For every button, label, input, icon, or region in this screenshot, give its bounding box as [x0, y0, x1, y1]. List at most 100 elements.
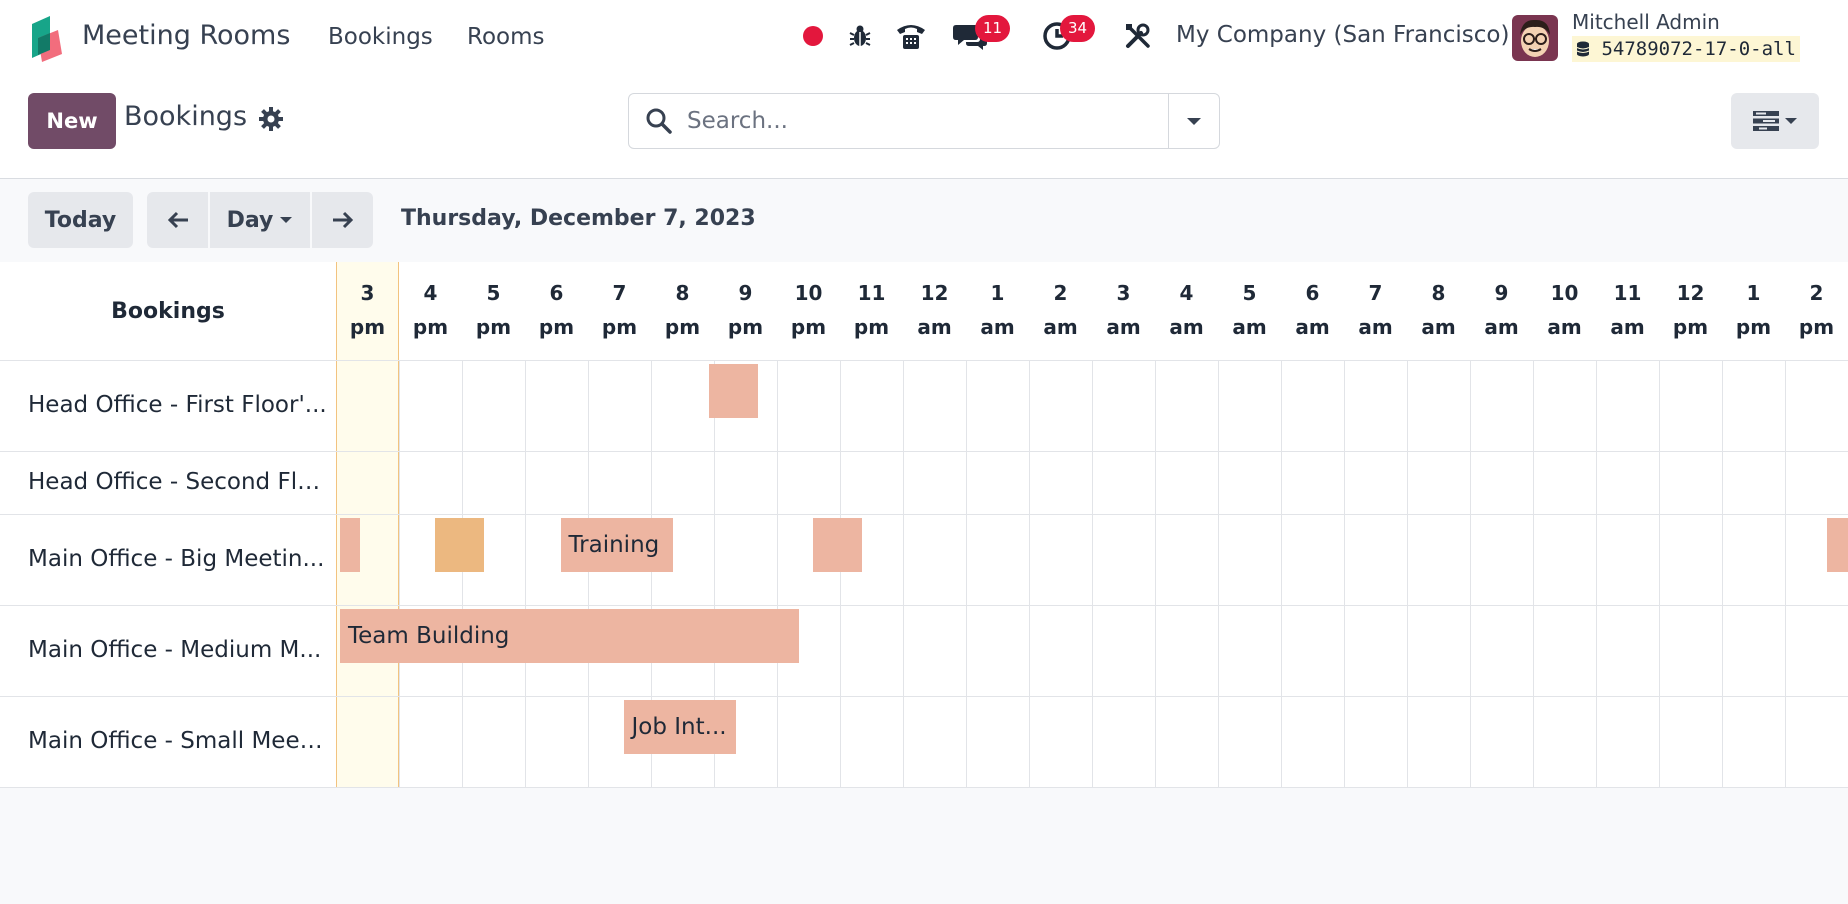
caret-down-icon: [280, 217, 293, 223]
grid-line: [903, 360, 904, 787]
column-hour: 7: [1368, 281, 1383, 305]
avatar[interactable]: [1512, 15, 1558, 61]
column-header: 5 am: [1218, 262, 1281, 344]
grid-line: [399, 360, 400, 787]
column-header: 1 am: [966, 262, 1029, 344]
row-label: Main Office - Medium M...: [28, 636, 322, 663]
search-options-toggle[interactable]: [1168, 94, 1219, 148]
column-period: am: [980, 315, 1015, 339]
tools-icon[interactable]: [1120, 18, 1156, 54]
new-button[interactable]: New: [28, 93, 116, 149]
column-period: am: [1547, 315, 1582, 339]
view-switcher-button[interactable]: [1731, 93, 1819, 149]
app-logo-icon[interactable]: [28, 16, 64, 62]
previous-button[interactable]: [147, 192, 208, 248]
row-label: Head Office - Second Flo...: [28, 468, 328, 495]
column-period: pm: [664, 315, 701, 339]
booking-pill[interactable]: Team Building: [340, 609, 800, 663]
grid-line: [1659, 360, 1660, 787]
column-period: pm: [1798, 315, 1835, 339]
database-name: 54789072-17-0-all: [1572, 36, 1800, 62]
grid-line: [0, 451, 1848, 452]
messages-count-badge: 11: [975, 15, 1011, 42]
phone-icon[interactable]: [893, 18, 929, 54]
column-period: am: [1232, 315, 1267, 339]
column-hour: 9: [1494, 281, 1509, 305]
booking-pill[interactable]: [812, 518, 863, 572]
grid-line: [0, 696, 1848, 697]
rows-header: Bookings: [111, 298, 225, 324]
activities-count-badge: 34: [1060, 15, 1096, 42]
column-hour: 8: [675, 281, 690, 305]
grid-line: [588, 360, 589, 787]
column-period: pm: [790, 315, 827, 339]
column-period: am: [1043, 315, 1078, 339]
column-hour: 5: [486, 281, 501, 305]
grid-line: [1407, 360, 1408, 787]
row-label: Head Office - First Floor'...: [28, 391, 327, 418]
column-hour: 10: [794, 281, 823, 305]
column-hour: 1: [1746, 281, 1761, 305]
menu-bookings[interactable]: Bookings: [328, 24, 433, 50]
column-hour: 12: [1676, 281, 1705, 305]
column-period: am: [1106, 315, 1141, 339]
column-header: 1 pm: [1722, 262, 1785, 344]
booking-pill[interactable]: [1826, 518, 1848, 572]
search-bar: [628, 93, 1220, 149]
column-header: 6 pm: [525, 262, 588, 344]
grid-line: [966, 360, 967, 787]
grid-line: [777, 360, 778, 787]
grid-line: [1155, 360, 1156, 787]
column-hour: 3: [1116, 281, 1131, 305]
menu-rooms[interactable]: Rooms: [467, 24, 545, 50]
scale-label: Day: [226, 207, 274, 233]
search-input[interactable]: [685, 94, 1189, 148]
next-button[interactable]: [312, 192, 373, 248]
grid-line: [0, 787, 1848, 788]
arrow-left-icon: [167, 211, 188, 229]
grid-line: [1281, 360, 1282, 787]
grid-line: [840, 360, 841, 787]
grid-line: [1533, 360, 1534, 787]
row-label: Main Office - Big Meetin...: [28, 545, 325, 572]
column-header: 3 am: [1092, 262, 1155, 344]
scale-dropdown[interactable]: Day: [210, 192, 310, 248]
grid-line: [0, 514, 1848, 515]
grid-line: [462, 360, 463, 787]
column-period: am: [1484, 315, 1519, 339]
grid-line: [1785, 360, 1786, 787]
column-hour: 5: [1242, 281, 1257, 305]
grid-line: [1470, 360, 1471, 787]
caret-down-icon: [1187, 118, 1201, 125]
column-period: pm: [601, 315, 638, 339]
column-header: 10 pm: [777, 262, 840, 344]
current-date-label: Thursday, December 7, 2023: [401, 206, 756, 231]
booking-pill[interactable]: Training: [560, 518, 674, 572]
app-title[interactable]: Meeting Rooms: [82, 20, 291, 51]
column-period: pm: [538, 315, 575, 339]
database-icon: [1576, 41, 1590, 57]
column-header: 9 am: [1470, 262, 1533, 344]
booking-pill[interactable]: [340, 518, 360, 572]
column-hour: 2: [1809, 281, 1824, 305]
column-period: pm: [475, 315, 512, 339]
company-switcher[interactable]: My Company (San Francisco): [1176, 22, 1510, 48]
grid-line: [1596, 360, 1597, 787]
booking-pill[interactable]: [434, 518, 485, 572]
status-dot-icon[interactable]: [795, 18, 831, 54]
column-period: am: [1610, 315, 1645, 339]
grid-line: [714, 360, 715, 787]
column-hour: 2: [1053, 281, 1068, 305]
gear-icon[interactable]: [258, 106, 284, 132]
today-button[interactable]: Today: [28, 192, 133, 248]
column-period: pm: [1672, 315, 1709, 339]
row-label: Main Office - Small Meet...: [28, 727, 328, 754]
bug-icon[interactable]: [842, 18, 878, 54]
user-name[interactable]: Mitchell Admin: [1572, 10, 1720, 34]
booking-pill[interactable]: Job Int...: [623, 700, 737, 754]
column-header: 11 pm: [840, 262, 903, 344]
booking-pill[interactable]: [708, 364, 759, 418]
column-hour: 6: [549, 281, 564, 305]
column-header: 6 am: [1281, 262, 1344, 344]
column-hour: 6: [1305, 281, 1320, 305]
